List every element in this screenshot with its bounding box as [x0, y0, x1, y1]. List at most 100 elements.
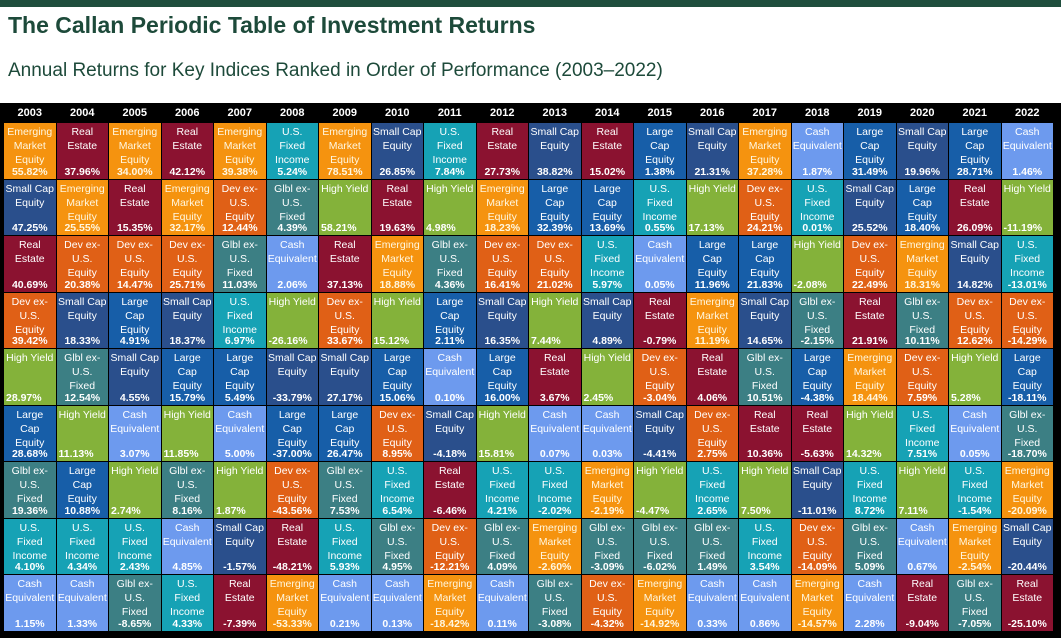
asset-class-label: Equity [277, 366, 307, 378]
cell-glbl-ex-u-s-fixed: Glbl ex- U.S. Fixed -6.02% [634, 518, 686, 574]
return-value: 5.28% [951, 391, 981, 404]
asset-class-label: Glbl ex- [694, 521, 731, 534]
asset-class-label: U.S. [912, 408, 933, 421]
asset-class-label: High Yield [898, 465, 946, 477]
cell-dev-ex-u-s-equity: Dev ex- U.S. Equity 8.95% [371, 405, 423, 461]
asset-class-label: Cash [542, 408, 567, 421]
asset-class-label: Equity [540, 140, 570, 152]
asset-class-label: Fixed [69, 535, 96, 548]
cell-cash-equivalent: Cash Equivalent 2.28% [844, 575, 896, 631]
asset-class-label: Market [66, 196, 99, 209]
cell-u-s-fixed-income: U.S. Fixed Income -1.54% [949, 462, 1001, 518]
asset-class-label: Equity [382, 380, 412, 392]
return-value: 5.00% [224, 448, 255, 460]
cell-u-s-fixed-income: U.S. Fixed Income 5.97% [581, 236, 633, 292]
return-value: 6.97% [224, 335, 255, 347]
asset-class-label: Market [748, 140, 781, 152]
cell-dev-ex-u-s-equity: Dev ex- U.S. Equity 33.67% [319, 292, 371, 348]
cell-large-cap-equity: Large Cap Equity 21.83% [739, 236, 791, 292]
return-value: 47.25% [11, 222, 48, 234]
return-value: 4.06% [697, 391, 728, 404]
return-value: -3.09% [590, 561, 624, 573]
asset-class-label: Large [68, 465, 96, 477]
return-value: 12.44% [221, 222, 258, 234]
asset-class-label: Fixed [646, 196, 673, 209]
return-value: 40.69% [11, 278, 48, 291]
cell-u-s-fixed-income: U.S. Fixed Income 2.65% [686, 462, 738, 518]
asset-class-label: Equity [435, 606, 465, 618]
asset-class-label: Equity [330, 154, 360, 166]
cell-u-s-fixed-income: U.S. Fixed Income 8.72% [844, 462, 896, 518]
return-value: 5.49% [224, 391, 255, 404]
asset-class-label: Small Cap [793, 465, 842, 477]
year-header-2003: 2003 [17, 107, 42, 119]
asset-class-label: High Yield [1003, 182, 1051, 195]
cell-small-cap-equity: Small Cap Equity 14.82% [949, 236, 1001, 292]
year-header-2021: 2021 [962, 107, 987, 119]
asset-class-label: Income [905, 436, 940, 449]
cell-dev-ex-u-s-equity: Dev ex- U.S. Equity 22.49% [844, 236, 896, 292]
cell-real-estate: Real Estate 42.12% [161, 123, 213, 179]
asset-class-label: Estate [907, 592, 938, 604]
asset-class-label: Cash [69, 578, 95, 590]
return-value: 58.21% [321, 222, 357, 234]
asset-class-label: Estate [644, 309, 675, 322]
return-value: 26.09% [956, 222, 993, 234]
cell-small-cap-equity: Small Cap Equity 27.17% [319, 349, 371, 405]
cell-small-cap-equity: Small Cap Equity -11.01% [791, 462, 843, 518]
asset-class-label: Equivalent [320, 592, 370, 604]
asset-class-label: Real [963, 182, 986, 195]
cell-cash-equivalent: Cash Equivalent 1.15% [4, 575, 56, 631]
return-value: 18.40% [904, 222, 941, 234]
asset-class-label: Fixed [1014, 253, 1041, 265]
year-header-2007: 2007 [227, 107, 252, 119]
cell-real-estate: Real Estate 19.63% [371, 179, 423, 235]
asset-class-label: Real [386, 182, 409, 195]
asset-class-label: Equity [540, 267, 570, 279]
asset-class-label: Equity [330, 436, 360, 449]
asset-class-label: Fixed [174, 493, 201, 505]
asset-class-label: Dev ex- [169, 239, 206, 251]
cell-large-cap-equity: Large Cap Equity -37.00% [266, 405, 318, 461]
cell-emerging-market-equity: Emerging Market Equity 78.51% [319, 123, 371, 179]
asset-class-label: Equivalent [530, 422, 580, 435]
cell-cash-equivalent: Cash Equivalent 1.33% [56, 575, 108, 631]
asset-class-label: Equity [435, 422, 465, 435]
asset-class-label: Dev ex- [694, 408, 731, 421]
asset-class-label: Cash [699, 578, 725, 590]
asset-class-label: Market [643, 592, 676, 604]
asset-class-label: Income [537, 493, 572, 505]
return-value: -4.38% [800, 391, 834, 404]
asset-class-label: Estate [224, 592, 255, 604]
asset-class-label: Large [856, 126, 884, 138]
asset-class-label: Fixed [961, 479, 988, 491]
cell-glbl-ex-u-s-fixed: Glbl ex- U.S. Fixed 4.39% [266, 179, 318, 235]
asset-class-label: Equivalent [740, 592, 790, 604]
asset-class-label: Equity [1012, 323, 1042, 336]
cell-small-cap-equity: Small Cap Equity 18.37% [161, 292, 213, 348]
cell-glbl-ex-u-s-fixed: Glbl ex- U.S. Fixed 11.03% [214, 236, 266, 292]
cell-high-yield: High Yield -2.08% [791, 236, 843, 292]
cell-cash-equivalent: Cash Equivalent 5.00% [214, 405, 266, 461]
asset-class-label: U.S. [282, 479, 303, 491]
asset-class-label: Emerging [689, 295, 735, 308]
asset-class-label: Emerging [427, 578, 473, 590]
asset-class-label: Income [65, 549, 100, 562]
asset-class-label: Dev ex- [589, 578, 626, 590]
asset-class-label: Equity [487, 267, 517, 279]
asset-class-label: U.S. [177, 253, 198, 265]
asset-class-label: Small Cap [5, 182, 54, 195]
asset-class-label: U.S. [859, 465, 880, 477]
asset-class-label: Market [223, 140, 256, 152]
asset-class-label: Estate [434, 479, 465, 491]
return-value: -25.10% [1007, 617, 1047, 630]
asset-class-label: U.S. [19, 521, 40, 534]
return-value: -12.21% [430, 561, 470, 573]
asset-class-label: Emerging [794, 578, 840, 590]
asset-class-label: Emerging [217, 126, 263, 138]
asset-class-label: Small Cap [215, 521, 264, 534]
asset-class-label: Emerging [479, 182, 525, 195]
asset-class-label: Fixed [541, 479, 568, 491]
asset-class-label: Small Cap [163, 295, 212, 308]
cell-glbl-ex-u-s-fixed: Glbl ex- U.S. Fixed -2.15% [791, 292, 843, 348]
